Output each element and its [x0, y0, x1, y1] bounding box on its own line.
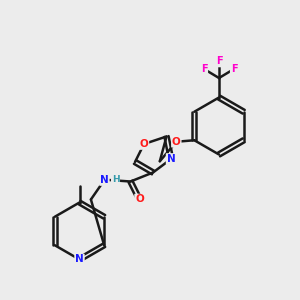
Text: F: F	[216, 56, 222, 67]
Text: N: N	[100, 175, 109, 185]
Text: O: O	[172, 137, 181, 147]
Text: O: O	[135, 194, 144, 205]
Text: F: F	[231, 64, 237, 74]
Text: N: N	[167, 154, 176, 164]
Text: N: N	[75, 254, 84, 265]
Text: O: O	[140, 139, 148, 149]
Text: F: F	[201, 64, 207, 74]
Text: H: H	[112, 176, 119, 184]
